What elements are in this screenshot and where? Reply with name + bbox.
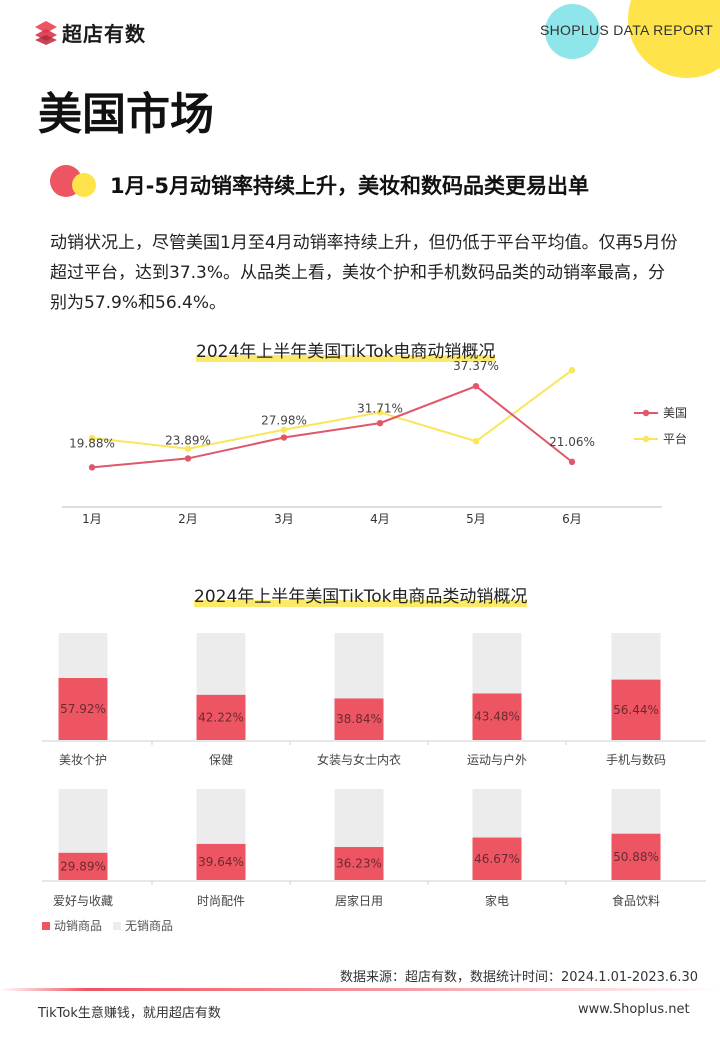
line-chart: 1月 2月 3月 4月 5月 6月 19.88% 23.89% 27.98% 31.71% 37.3…	[62, 359, 687, 526]
data-point-platform	[472, 438, 480, 445]
data-label: 31.71%	[357, 401, 403, 415]
data-point-platform	[184, 445, 192, 452]
bar-sold-segment	[472, 693, 522, 740]
footer-slogan: TikTok生意赚钱，就用超店有数	[38, 1006, 221, 1021]
bar-data-label: 56.44%	[613, 703, 659, 717]
bar-unsold-segment	[334, 789, 384, 848]
brand-name: 超店有数	[62, 22, 146, 46]
category-label: 家电	[485, 893, 509, 908]
series-line-us	[91, 385, 573, 469]
bar-data-label: 50.88%	[613, 850, 659, 864]
bar-unsold-segment	[196, 633, 246, 695]
category-label: 保健	[209, 753, 233, 767]
x-tick-label: 3月	[274, 512, 294, 526]
bar-data-label: 42.22%	[198, 710, 244, 724]
category-label: 食品饮料	[612, 893, 660, 908]
data-label: 21.06%	[549, 435, 595, 449]
page-title: 美国市场	[38, 89, 214, 140]
bar-unsold-segment	[611, 633, 661, 680]
data-point-us	[184, 455, 192, 462]
legend-label: 动销商品	[54, 918, 102, 933]
bar-sold-segment	[334, 847, 384, 880]
bar-data-label: 43.48%	[474, 710, 520, 724]
brand-logo: 超店有数	[34, 18, 146, 47]
bar-unsold-segment	[472, 789, 522, 838]
data-label: 19.88%	[69, 436, 115, 450]
bar-sold-segment	[611, 679, 661, 740]
legend-swatch-unsold	[113, 922, 121, 930]
x-tick-label: 5月	[466, 512, 486, 526]
logo-icon	[35, 20, 57, 45]
series-line-platform	[91, 369, 573, 450]
data-label: 23.89%	[165, 434, 211, 448]
legend-label: 平台	[663, 431, 687, 446]
footer-website-link[interactable]: www.Shoplus.net	[578, 1002, 690, 1017]
bar-chart: 57.92% 美妆个护 42.22% 保健 38.84% 女装与女士内衣 43.48% 运动与…	[42, 633, 706, 933]
legend-label: 无销商品	[125, 918, 173, 933]
bar-unsold-segment	[196, 789, 246, 844]
decor-circle-cyan	[545, 4, 600, 59]
footer-divider	[0, 988, 720, 991]
data-label: 27.98%	[261, 414, 307, 428]
data-point-platform	[376, 409, 384, 416]
data-label: 37.37%	[453, 359, 499, 373]
bar-unsold-segment	[58, 789, 108, 853]
legend-swatch-sold	[42, 922, 50, 930]
legend-marker	[642, 409, 650, 417]
section-title: 1月-5月动销率持续上升，美妆和数码品类更易出单	[110, 174, 589, 198]
data-point-platform	[568, 367, 576, 374]
category-label: 爱好与收藏	[53, 894, 113, 908]
x-tick-label: 1月	[82, 512, 102, 526]
x-tick-label: 2月	[178, 512, 198, 526]
x-tick-label: 6月	[562, 512, 582, 526]
data-point-us	[376, 419, 384, 427]
x-tick-label: 4月	[370, 512, 390, 526]
line-chart-title: 2024年上半年美国TikTok电商动销概况	[196, 342, 496, 362]
legend-marker	[642, 435, 650, 443]
data-point-platform	[280, 426, 288, 433]
category-label: 手机与数码	[606, 752, 666, 767]
bar-data-label: 57.92%	[60, 702, 106, 716]
legend-label: 美国	[663, 406, 687, 420]
data-point-us	[568, 458, 576, 466]
bar-data-label: 46.67%	[474, 852, 520, 866]
bar-unsold-segment	[58, 633, 108, 679]
section-dots-icon	[50, 165, 100, 199]
data-point-us	[280, 434, 288, 441]
bar-unsold-segment	[611, 789, 661, 834]
bar-sold-segment	[58, 852, 108, 880]
category-label: 美妆个护	[59, 753, 107, 767]
category-label: 时尚配件	[197, 894, 245, 908]
report-label: SHOPLUS DATA REPORT	[540, 22, 713, 38]
bar-sold-segment	[58, 678, 108, 740]
bar-unsold-segment	[334, 633, 384, 699]
bar-sold-segment	[472, 837, 522, 880]
bar-data-label: 36.23%	[336, 857, 382, 871]
bar-unsold-segment	[472, 633, 522, 694]
bar-sold-segment	[334, 698, 384, 740]
bar-chart-title: 2024年上半年美国TikTok电商品类动销概况	[194, 587, 528, 607]
data-point-us	[88, 464, 96, 471]
bar-data-label: 29.89%	[60, 859, 106, 873]
summary-paragraph: 动销状况上，尽管美国1月至4月动销率持续上升，但仍低于平台平均值。仅再5月份超过…	[50, 233, 678, 313]
bar-sold-segment	[196, 843, 246, 880]
category-label: 女装与女士内衣	[317, 752, 401, 767]
category-label: 居家日用	[335, 893, 383, 908]
bar-data-label: 39.64%	[198, 855, 244, 869]
category-label: 运动与户外	[467, 752, 527, 767]
data-point-platform	[88, 434, 96, 442]
bar-sold-segment	[196, 694, 246, 740]
bar-sold-segment	[611, 833, 661, 880]
bar-data-label: 38.84%	[336, 712, 382, 726]
data-point-us	[472, 382, 480, 390]
data-source: 数据来源：超店有数，数据统计时间：2024.1.01-2023.6.30	[340, 970, 699, 985]
